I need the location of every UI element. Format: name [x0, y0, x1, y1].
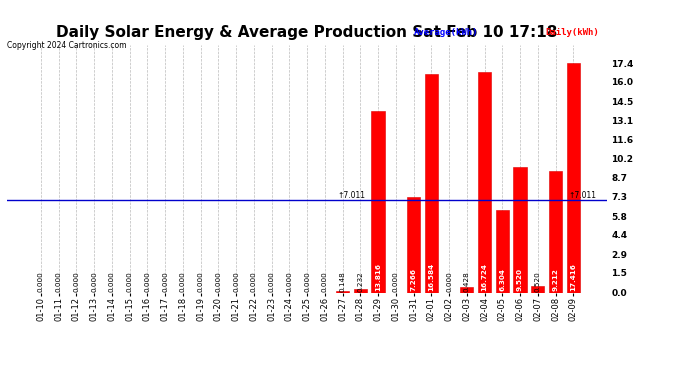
- Title: Daily Solar Energy & Average Production Sat Feb 10 17:18: Daily Solar Energy & Average Production …: [57, 25, 558, 40]
- Text: 6.304: 6.304: [500, 268, 505, 291]
- Bar: [336, 291, 349, 292]
- Text: 0.000: 0.000: [180, 271, 186, 292]
- Text: 9.520: 9.520: [517, 267, 523, 291]
- Text: 9.212: 9.212: [553, 268, 558, 291]
- Text: 13.816: 13.816: [375, 262, 381, 291]
- Text: 0.000: 0.000: [56, 271, 61, 292]
- Text: 0.000: 0.000: [446, 271, 452, 292]
- Text: 0.148: 0.148: [339, 271, 346, 292]
- Text: 0.000: 0.000: [38, 271, 44, 292]
- Text: ↑7.011: ↑7.011: [568, 191, 596, 200]
- Bar: [549, 171, 562, 292]
- Text: Daily(kWh): Daily(kWh): [545, 28, 599, 37]
- Text: 16.724: 16.724: [482, 262, 488, 291]
- Text: 0.000: 0.000: [91, 271, 97, 292]
- Text: 0.000: 0.000: [144, 271, 150, 292]
- Text: 0.000: 0.000: [268, 271, 275, 292]
- Text: 7.266: 7.266: [411, 267, 417, 291]
- Text: ↑7.011: ↑7.011: [337, 191, 366, 200]
- Text: 17.416: 17.416: [570, 262, 576, 291]
- Bar: [531, 286, 544, 292]
- Text: 0.000: 0.000: [286, 271, 293, 292]
- Bar: [460, 287, 473, 292]
- Text: 0.000: 0.000: [393, 271, 399, 292]
- Text: 0.000: 0.000: [109, 271, 115, 292]
- Text: 0.000: 0.000: [197, 271, 204, 292]
- Text: 0.000: 0.000: [73, 271, 79, 292]
- Text: 0.000: 0.000: [233, 271, 239, 292]
- Bar: [354, 290, 367, 292]
- Text: 0.428: 0.428: [464, 271, 470, 292]
- Text: Average(kWh): Average(kWh): [414, 28, 478, 37]
- Text: 0.000: 0.000: [322, 271, 328, 292]
- Bar: [495, 210, 509, 292]
- Bar: [566, 63, 580, 292]
- Text: 0.520: 0.520: [535, 271, 541, 292]
- Bar: [424, 74, 438, 292]
- Text: 0.000: 0.000: [250, 271, 257, 292]
- Text: 0.000: 0.000: [162, 271, 168, 292]
- Text: 0.000: 0.000: [215, 271, 221, 292]
- Text: Copyright 2024 Cartronics.com: Copyright 2024 Cartronics.com: [7, 41, 126, 50]
- Text: 16.584: 16.584: [428, 262, 434, 291]
- Bar: [407, 197, 420, 292]
- Bar: [513, 167, 526, 292]
- Bar: [478, 72, 491, 292]
- Bar: [371, 111, 385, 292]
- Text: 0.000: 0.000: [304, 271, 310, 292]
- Text: 0.232: 0.232: [357, 271, 364, 292]
- Text: 0.000: 0.000: [126, 271, 132, 292]
